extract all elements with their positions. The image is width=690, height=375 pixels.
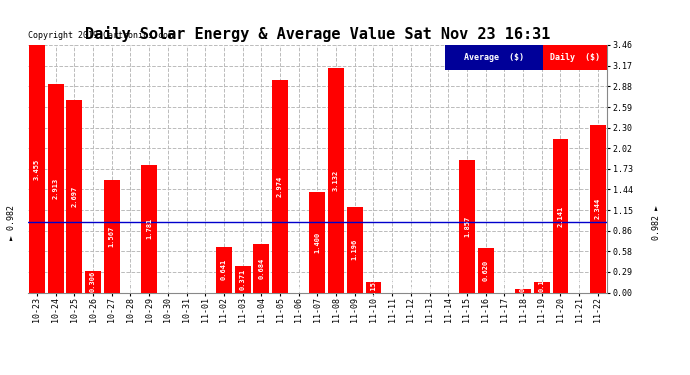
Title: Daily Solar Energy & Average Value Sat Nov 23 16:31: Daily Solar Energy & Average Value Sat N… [85,27,550,42]
Text: 1.400: 1.400 [315,232,320,253]
Text: 1.857: 1.857 [464,216,470,237]
Text: 0.149: 0.149 [539,270,545,292]
Bar [216,247,232,292]
Bar [590,125,606,292]
Bar [347,207,363,292]
Text: 1.567: 1.567 [109,226,115,247]
Bar [328,69,344,292]
Text: 0.151: 0.151 [371,276,377,298]
Text: 0.641: 0.641 [221,259,227,280]
Bar [66,100,82,292]
Bar [309,192,326,292]
Bar [104,180,119,292]
Text: 0.684: 0.684 [258,257,264,279]
Text: 0.000: 0.000 [408,270,414,292]
Text: 2.974: 2.974 [277,176,283,197]
Text: 1.196: 1.196 [352,239,358,260]
Text: 0.000: 0.000 [576,270,582,292]
Text: 2.141: 2.141 [558,205,564,226]
Bar [515,289,531,292]
Text: 0.982 ►: 0.982 ► [651,205,660,240]
Text: Daily  ($): Daily ($) [551,53,600,62]
Text: 0.620: 0.620 [483,260,489,281]
Bar [29,45,45,292]
Text: 0.000: 0.000 [389,270,395,292]
Text: 0.000: 0.000 [296,270,302,292]
Text: 0.371: 0.371 [239,268,246,290]
Text: 2.913: 2.913 [52,178,59,199]
Text: 0.000: 0.000 [502,270,507,292]
Text: 0.000: 0.000 [426,270,433,292]
Bar [235,266,250,292]
Text: 2.697: 2.697 [71,185,77,207]
Bar [85,271,101,292]
Text: ► 0.982: ► 0.982 [8,205,17,240]
FancyBboxPatch shape [544,45,607,70]
Bar [141,165,157,292]
FancyBboxPatch shape [445,45,544,70]
Text: 0.000: 0.000 [165,270,171,292]
Text: Average  ($): Average ($) [464,53,524,62]
Text: 3.132: 3.132 [333,170,339,191]
Bar [253,244,269,292]
Text: 3.455: 3.455 [34,158,40,180]
Bar [366,282,382,292]
Bar [477,248,493,292]
Bar [48,84,63,292]
Bar [534,282,550,292]
Bar [459,160,475,292]
Text: 0.000: 0.000 [445,270,451,292]
Text: 1.781: 1.781 [146,218,152,239]
Text: Copyright 2019 Cartronics.com: Copyright 2019 Cartronics.com [28,31,172,40]
Text: 2.344: 2.344 [595,198,601,219]
Text: 0.049: 0.049 [520,270,526,292]
Text: 0.000: 0.000 [184,270,190,292]
Text: 0.000: 0.000 [202,270,208,292]
Text: 0.306: 0.306 [90,271,96,292]
Bar [553,140,569,292]
Bar [272,80,288,292]
Text: 0.000: 0.000 [128,270,133,292]
